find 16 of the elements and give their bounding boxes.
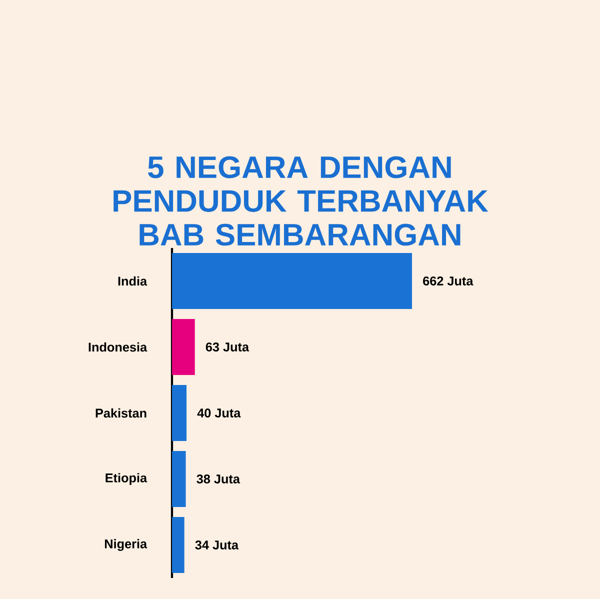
bar — [172, 318, 195, 375]
y-tick-label: Etiopia — [106, 473, 148, 485]
data-label: 34 Juta — [195, 540, 239, 550]
bar — [172, 516, 184, 573]
data-label: 40 Juta — [197, 408, 241, 418]
data-label: 662 Juta — [423, 276, 474, 286]
data-label: 38 Juta — [196, 474, 240, 484]
y-tick-label: Indonesia — [88, 342, 148, 352]
y-tick-label: India — [118, 276, 148, 286]
y-tick-label: Pakistan — [96, 408, 146, 418]
y-tick-label: Nigeria — [104, 539, 148, 551]
bar — [172, 384, 187, 441]
bar — [172, 450, 186, 507]
bar — [172, 253, 412, 309]
chart-title: 5 NEGARA DENGAN PENDUDUK TERBANYAK BAB SEMBARANGAN — [114, 156, 488, 246]
data-label: 63 Juta — [206, 342, 250, 352]
